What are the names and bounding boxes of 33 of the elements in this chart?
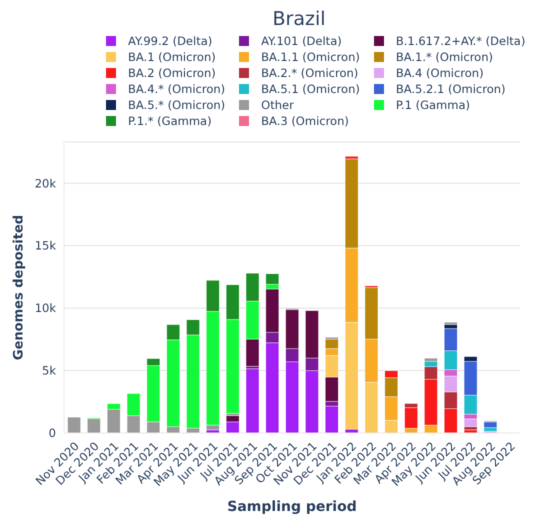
legend-label: BA.5.* (Omicron): [128, 98, 226, 112]
legend-label: P.1.* (Gamma): [128, 114, 212, 128]
legend-label: BA.1.* (Omicron): [396, 50, 493, 64]
bar: [87, 418, 101, 433]
legend-label: BA.5.2.1 (Omicron): [396, 82, 506, 96]
y-tick-label: 5k: [42, 364, 56, 378]
legend-label: BA.2 (Omicron): [128, 66, 216, 80]
y-tick-label: 15k: [34, 238, 56, 253]
legend-label: BA.1.1 (Omicron): [261, 50, 360, 64]
bar: [404, 407, 418, 428]
bar: [67, 416, 81, 433]
legend-label: BA.4 (Omicron): [396, 66, 484, 80]
legend-label: B.1.617.2+AY.* (Delta): [396, 34, 526, 48]
legend-label: BA.3 (Omicron): [261, 114, 349, 128]
legend-label: BA.4.* (Omicron): [128, 82, 226, 96]
legend-label: AY.101 (Delta): [261, 34, 342, 48]
bar: [325, 406, 339, 433]
bar: [444, 322, 458, 325]
bar: [246, 368, 260, 433]
legend-label: BA.2.* (Omicron): [261, 66, 358, 80]
legend-label: Other: [261, 98, 294, 112]
legend-label: AY.99.2 (Delta): [128, 34, 212, 48]
bar: [484, 422, 498, 428]
y-axis-title: Genomes deposited: [12, 214, 27, 360]
legend-label: P.1 (Gamma): [396, 98, 470, 112]
bar: [464, 418, 478, 427]
y-tick-label: 10k: [34, 301, 56, 316]
x-axis-title: Sampling period: [227, 498, 357, 515]
legend-label: BA.5.1 (Omicron): [261, 82, 360, 96]
y-tick-label: 20k: [34, 176, 56, 190]
y-tick-label: 0: [48, 426, 56, 440]
legend-label: BA.1 (Omicron): [128, 50, 216, 64]
chart-title: Brazil: [271, 8, 327, 32]
